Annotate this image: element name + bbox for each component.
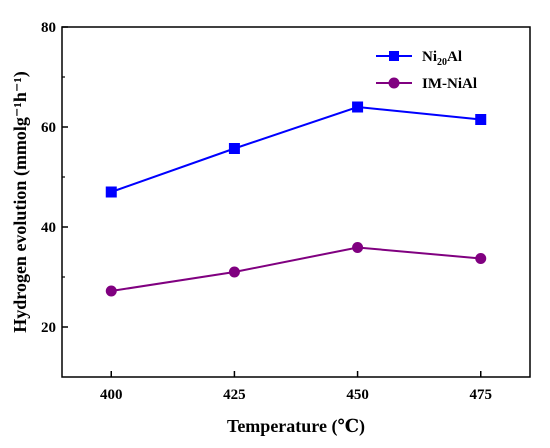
data-point-im-nial <box>228 266 240 278</box>
data-point-ni20al <box>352 101 364 113</box>
y-tick-label: 60 <box>41 120 56 136</box>
x-axis-title: Temperature (℃) <box>227 416 365 437</box>
data-point-im-nial <box>352 242 364 253</box>
series-markers <box>105 101 487 297</box>
data-point-ni20al <box>228 143 240 154</box>
x-tick-label: 450 <box>346 387 369 403</box>
legend-marker-square <box>389 51 399 61</box>
data-point-ni20al <box>105 186 117 198</box>
series-line-im-nial <box>111 246 481 292</box>
data-point-ni20al <box>475 114 487 125</box>
y-axis-title: Hydrogen evolution (mmolg⁻¹h⁻¹) <box>10 71 31 332</box>
data-point-im-nial <box>105 285 117 297</box>
plot-frame <box>61 26 531 378</box>
y-tick-label: 40 <box>41 220 56 236</box>
x-tick-label: 400 <box>100 387 123 403</box>
series-line-ni20al <box>110 105 481 193</box>
x-tick-label: 425 <box>223 387 246 403</box>
y-tick-label: 80 <box>41 20 56 36</box>
y-tick-label: 20 <box>41 320 56 336</box>
axis-ticks: 400 425 450 475 20 40 60 80 <box>41 20 492 403</box>
data-point-im-nial <box>475 253 487 264</box>
legend-label-ni20al: Ni20Al <box>422 49 462 68</box>
legend-marker-circle <box>388 77 400 89</box>
series-lines <box>110 105 481 292</box>
x-tick-label: 475 <box>469 387 492 403</box>
legend-label-im-nial: IM-NiAl <box>422 76 477 92</box>
legend: Ni20Al IM-NiAl <box>376 49 477 92</box>
